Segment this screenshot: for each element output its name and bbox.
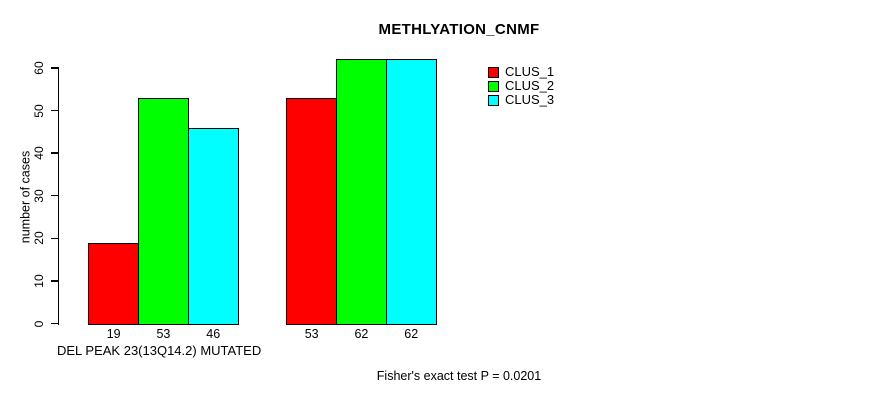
y-axis-tick [50,237,58,240]
y-axis-tick-label: 60 [32,61,46,75]
legend-swatch-clus3 [488,94,499,106]
legend-item: CLUS_1 [488,65,554,79]
bar-value-label: 53 [304,327,319,341]
legend-swatch-clus1 [488,66,499,78]
legend-label: CLUS_3 [505,92,555,107]
bar-group1-clus_3 [187,127,239,325]
bar-group2-clus_3 [385,59,437,325]
y-axis-tick-label: 0 [32,320,46,327]
y-axis-tick [50,280,58,282]
legend-label: CLUS_1 [505,64,555,79]
chart-title: METHLYATION_CNMF [378,21,540,38]
bar-value-label: 53 [156,327,171,341]
footnote-text: Fisher's exact test P = 0.0201 [376,369,542,383]
y-axis-tick-label: 20 [32,231,46,245]
bar-group2-clus_2 [335,59,388,325]
legend: CLUS_1 CLUS_2 CLUS_3 [488,65,554,107]
y-axis-tick [50,67,58,69]
y-axis-tick-label: 40 [32,146,46,160]
y-axis-title: number of cases [18,150,33,244]
legend-item: CLUS_2 [488,79,554,93]
y-axis-tick [50,152,58,154]
bar-group1-clus_1 [88,242,140,325]
y-axis-tick-label: 10 [32,274,46,288]
y-axis-tick-label: 50 [32,103,46,118]
bar-group2-clus_1 [286,97,338,325]
bar-group1-clus_2 [137,97,190,325]
bar-value-label: 46 [206,327,221,341]
y-axis-line [57,67,59,325]
x-axis-label: DEL PEAK 23(13Q14.2) MUTATED [57,343,262,358]
y-axis-tick [50,109,58,112]
bar-value-label: 62 [354,327,369,341]
legend-item: CLUS_3 [488,93,554,107]
legend-swatch-clus2 [488,80,499,92]
y-axis-tick [50,322,58,325]
bar-value-label: 19 [106,327,121,341]
legend-label: CLUS_2 [505,78,555,93]
y-axis-tick [50,194,58,197]
y-axis-tick-label: 30 [32,189,46,203]
bar-value-label: 62 [404,327,419,341]
